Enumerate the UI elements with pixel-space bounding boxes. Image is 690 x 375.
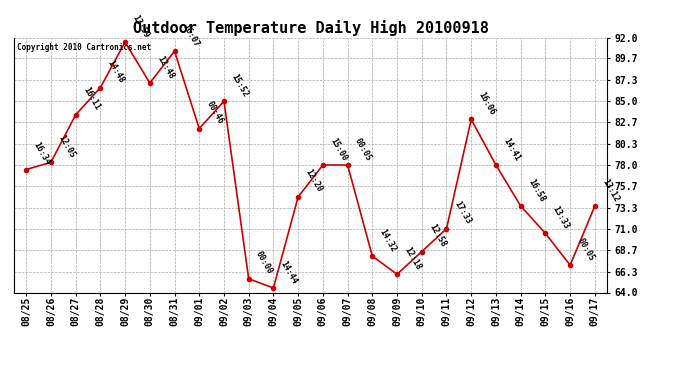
Text: 13:33: 13:33 [551, 204, 571, 231]
Text: 15:52: 15:52 [230, 72, 250, 99]
Text: 16:07: 16:07 [180, 22, 200, 48]
Text: 14:44: 14:44 [279, 259, 299, 285]
Text: 16:34: 16:34 [32, 141, 52, 167]
Text: 16:58: 16:58 [526, 177, 546, 203]
Text: 12:58: 12:58 [427, 223, 448, 249]
Text: 12:20: 12:20 [304, 168, 324, 194]
Text: 17:33: 17:33 [452, 200, 473, 226]
Text: 12:18: 12:18 [402, 245, 423, 272]
Text: 15:00: 15:00 [328, 136, 348, 162]
Text: Copyright 2010 Cartronics.net: Copyright 2010 Cartronics.net [17, 43, 151, 52]
Text: 14:32: 14:32 [378, 227, 398, 253]
Text: 16:06: 16:06 [477, 90, 497, 117]
Text: 12:48: 12:48 [155, 54, 176, 80]
Title: Outdoor Temperature Daily High 20100918: Outdoor Temperature Daily High 20100918 [132, 20, 489, 36]
Text: 13:12: 13:12 [600, 177, 621, 203]
Text: 16:11: 16:11 [81, 86, 101, 112]
Text: 13:59: 13:59 [130, 13, 151, 39]
Text: 14:41: 14:41 [502, 136, 522, 162]
Text: 00:05: 00:05 [353, 136, 373, 162]
Text: 00:05: 00:05 [575, 236, 596, 262]
Text: 00:00: 00:00 [254, 250, 275, 276]
Text: 00:46: 00:46 [205, 100, 225, 126]
Text: 12:05: 12:05 [57, 134, 77, 159]
Text: 14:48: 14:48 [106, 58, 126, 85]
